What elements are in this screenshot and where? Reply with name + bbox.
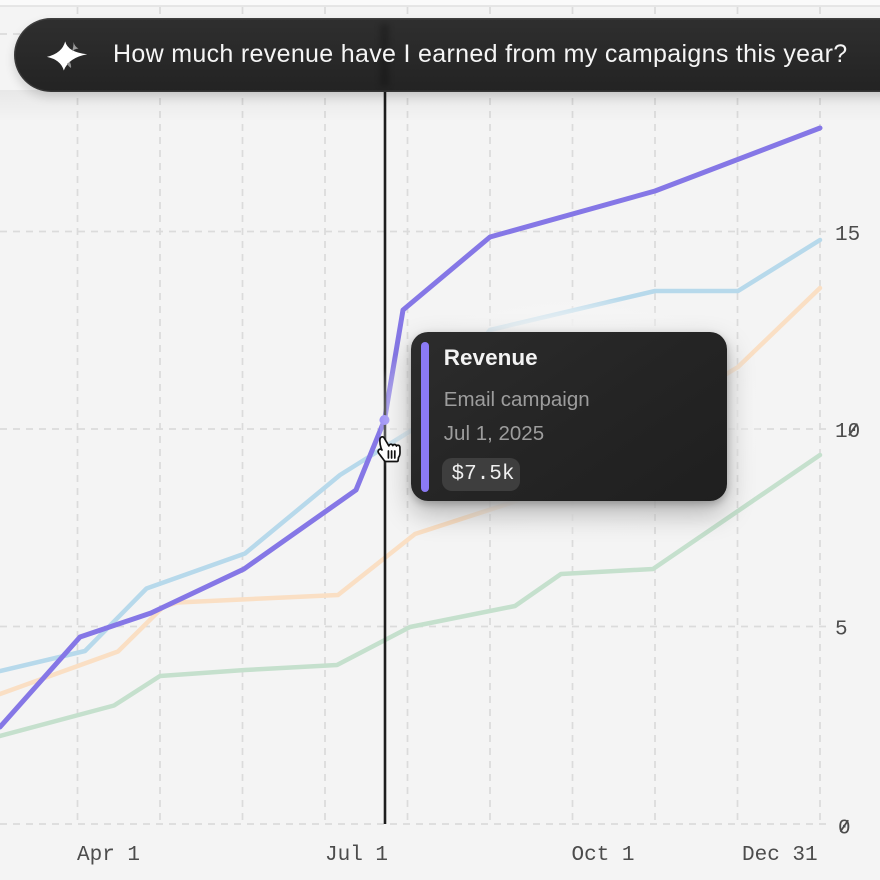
svg-text:15: 15	[835, 224, 860, 247]
svg-text:Oct 1: Oct 1	[572, 844, 635, 867]
svg-text:5: 5	[835, 619, 848, 642]
svg-text:Dec 31: Dec 31	[742, 844, 818, 867]
svg-text:Jul 1: Jul 1	[325, 844, 388, 867]
svg-text:0: 0	[838, 818, 851, 841]
svg-text:Apr 1: Apr 1	[77, 844, 140, 867]
